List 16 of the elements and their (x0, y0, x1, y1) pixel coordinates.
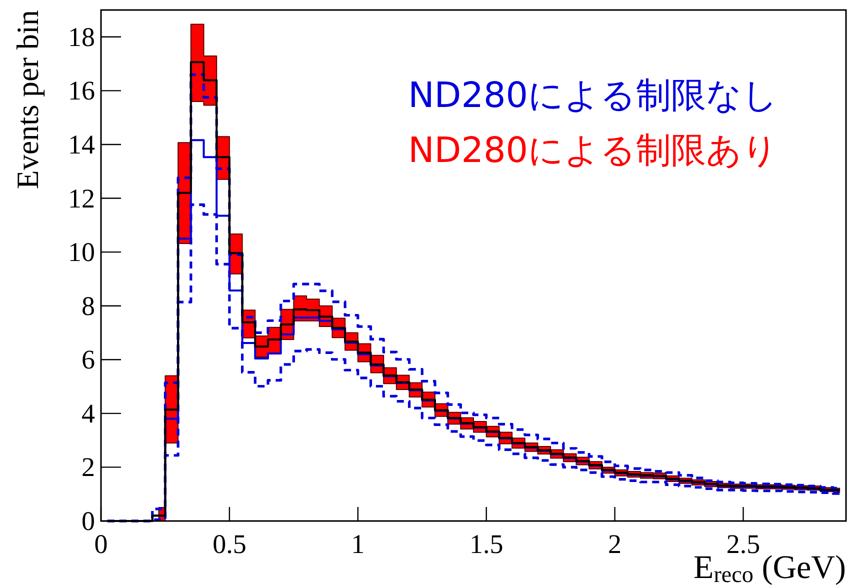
x-tick-label: 0.5 (212, 529, 246, 559)
x-tick-label: 1 (351, 529, 365, 559)
x-tick-label: 2 (608, 529, 622, 559)
x-tick-label: 1.5 (469, 529, 504, 559)
y-tick-label: 14 (68, 129, 95, 160)
y-tick-label: 0 (82, 506, 95, 536)
y-tick-label: 12 (68, 183, 95, 214)
y-tick-label: 6 (82, 344, 95, 375)
x-tick-label: 0 (94, 529, 108, 559)
y-tick-label: 18 (68, 22, 95, 52)
y-tick-label: 4 (82, 398, 95, 428)
y-tick-label: 10 (68, 237, 95, 268)
y-tick-label: 16 (68, 76, 95, 106)
y-tick-label: 8 (82, 290, 95, 321)
y-axis-title: Events per bin (10, 10, 45, 190)
y-tick-label: 2 (82, 452, 95, 482)
